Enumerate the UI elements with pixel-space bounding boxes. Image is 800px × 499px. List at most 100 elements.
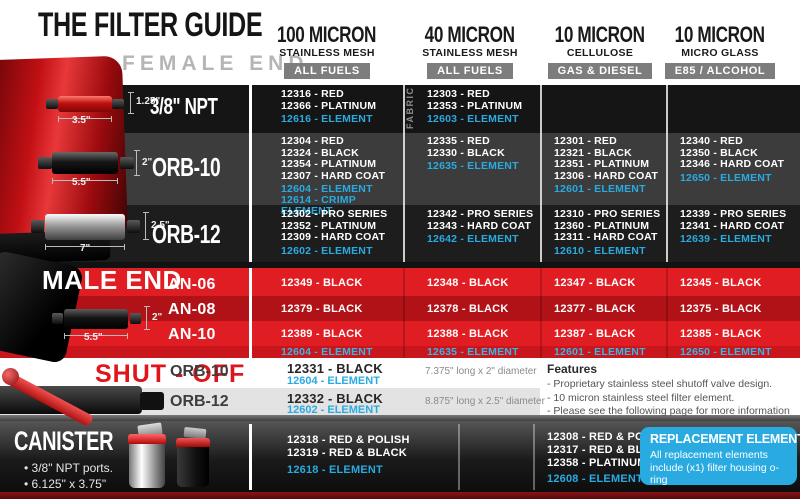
male-end-heading: MALE END: [42, 265, 182, 295]
an06-part-row: 12349 - BLACK 12348 - BLACK 12347 - BLAC…: [255, 277, 800, 289]
dim-height: 2": [152, 312, 163, 323]
filter-body: [58, 96, 112, 112]
part-number: 12387 - BLACK: [554, 328, 636, 340]
shutoff-valve-photo-outlet: [140, 392, 164, 410]
part-number: 12378 - BLACK: [427, 303, 509, 315]
part-number: 12311 - HARD COAT: [554, 231, 658, 243]
canister-polish-body: [129, 444, 165, 488]
part-number: 12353 - PLATINUM: [427, 99, 523, 112]
part-number: 12347 - BLACK: [554, 277, 636, 289]
part-number: 12330 - BLACK: [427, 146, 505, 159]
dim-length: 3.5": [72, 115, 91, 126]
column-header-40-micron: 40 MICRON STAINLESS MESH ALL FUELS: [401, 22, 539, 79]
part-number: 12352 - PLATINUM: [281, 219, 377, 232]
row-label-text: ORB-10: [152, 152, 221, 182]
part-list: 12340 - RED 12350 - BLACK 12346 - HARD COA…: [680, 135, 800, 171]
part-number: 12389 - BLACK: [281, 328, 363, 340]
part-number: 12348 - BLACK: [427, 277, 509, 289]
cell-40-micron: FABRIC 12303 - RED 12353 - PLATINUM 12603…: [403, 87, 540, 130]
dim-line-vertical: [143, 212, 149, 240]
part-list: 12318 - RED & POLISH 12319 - RED & BLACK: [287, 434, 410, 460]
dim-height: 2": [142, 157, 153, 168]
fitting-cap: [127, 220, 140, 233]
cell-100-micron: 12302 - PRO SERIES 12352 - PLATINUM 12309 …: [255, 208, 403, 257]
element-part-number: 12650 - ELEMENT: [680, 171, 772, 184]
part-number: 12321 - BLACK: [554, 146, 632, 159]
cell-10-micron-glass: [666, 89, 800, 125]
divider-left-female: [249, 85, 252, 262]
element-list: 12618 - ELEMENT: [287, 464, 410, 477]
feature-item: - Please see the following page for more…: [547, 405, 790, 417]
dim-line-horizontal: [52, 178, 118, 184]
divider-c3-male: [666, 268, 668, 358]
element-list: 12650 - ELEMENT: [680, 171, 800, 184]
npt-filter-photo: 1.25" 3.5": [40, 92, 160, 128]
fitting-cap: [46, 99, 58, 109]
cell-100-micron: 12304 - RED 12324 - BLACK 12354 - PLATINUM…: [255, 135, 403, 217]
cell-10-micron-cellulose: [540, 89, 666, 125]
element-part-number: 12602 - ELEMENT: [287, 404, 380, 416]
page-title-text: THE FILTER GUIDE: [38, 6, 263, 44]
part-number: 12331 - BLACK: [287, 361, 383, 376]
callout-title: REPLACEMENT ELEMENTS: [650, 432, 800, 446]
part-number: 12339 - PRO SERIES: [680, 208, 787, 220]
micron-rating: 40 MICRON: [425, 22, 515, 47]
element-list: 12610 - ELEMENT: [554, 245, 666, 257]
fitting-cap: [112, 99, 124, 109]
column-header-100-micron: 100 MICRON STAINLESS MESH ALL FUELS: [257, 22, 397, 79]
cell-40-micron: 12335 - RED 12330 - BLACK 12635 - ELEMENT: [403, 135, 540, 217]
element-list: 12602 - ELEMENT: [281, 245, 403, 257]
part-number: 12319 - RED & BLACK: [287, 447, 407, 459]
page-title: THE FILTER GUIDE: [38, 6, 341, 45]
canister-bullets: • 3/8" NPT ports. • 6.125" x 3.75": [24, 460, 113, 492]
element-list: 12601 - ELEMENT: [554, 184, 666, 195]
features-title: Features: [547, 362, 598, 376]
dim-line-vertical: [134, 150, 140, 176]
callout-body: All replacement elements include (x1) fi…: [650, 449, 779, 486]
micron-rating: 10 MICRON: [675, 22, 765, 47]
canister-cell-100-micron: 12318 - RED & POLISH 12319 - RED & BLACK …: [287, 434, 410, 477]
female-end-heading: FEMALE END: [122, 52, 309, 75]
dim-height: 2.5": [151, 220, 170, 231]
part-number: 12343 - HARD COAT: [427, 219, 532, 232]
replacement-elements-callout: REPLACEMENT ELEMENTS All replacement ele…: [640, 427, 800, 486]
part-number: 12308 - RED & POLISH: [547, 431, 670, 443]
divider-c2-female: [540, 85, 542, 262]
an10-part-row: 12389 - BLACK 12388 - BLACK 12387 - BLAC…: [255, 328, 800, 340]
element-list: 12639 - ELEMENT: [680, 234, 800, 245]
cell-10-micron-glass: 12340 - RED 12350 - BLACK 12346 - HARD COA…: [666, 135, 800, 217]
part-list: 12303 - RED 12353 - PLATINUM: [427, 88, 540, 112]
part-number: 12304 - RED: [281, 135, 344, 147]
element-list: 12604 - ELEMENT 12614 - CRIMP ELEMENT: [281, 184, 403, 217]
part-number: 12345 - BLACK: [680, 277, 762, 289]
part-number: 12366 - PLATINUM: [281, 99, 377, 112]
dim-line-horizontal: [45, 244, 125, 250]
dim-length: 5.5": [84, 332, 103, 343]
fitting-cap: [120, 157, 134, 169]
row-band-an06: [0, 268, 800, 296]
male-element-row: 12604 - ELEMENT 12635 - ELEMENT 12601 - …: [255, 346, 800, 358]
element-part-number: 12650 - ELEMENT: [680, 346, 772, 358]
part-number: 12385 - BLACK: [680, 328, 762, 340]
row-label-npt: 3/8" NPT: [150, 93, 241, 120]
fitting-cap: [52, 313, 63, 324]
part-number: 12302 - PRO SERIES: [281, 208, 388, 220]
part-number: 12316 - RED: [281, 88, 344, 100]
element-list: 12635 - ELEMENT: [427, 161, 540, 172]
element-part-number: 12614 - CRIMP ELEMENT: [281, 194, 356, 217]
element-part-number: 12635 - ELEMENT: [427, 160, 519, 172]
row-label-shutoff-orb10: ORB-10: [170, 363, 229, 380]
divider-c1-male: [403, 268, 405, 358]
size-description: 8.875" long x 2.5" diameter: [425, 396, 545, 407]
fitting-cap: [130, 313, 141, 324]
fuel-badge: ALL FUELS: [284, 63, 370, 79]
divider-left-male: [249, 268, 252, 358]
row-label-shutoff-orb12: ORB-12: [170, 393, 229, 410]
fitting-cap: [31, 220, 44, 233]
shut-off-heading: SHUT - OFF: [95, 360, 246, 388]
part-number: 12375 - BLACK: [680, 303, 762, 315]
npt-part-row: 12316 - RED 12366 - PLATINUM 12616 - ELEM…: [255, 87, 800, 130]
orb10-filter-photo: 2" 5.5": [30, 146, 165, 188]
dim-length: 5.5": [72, 177, 91, 188]
